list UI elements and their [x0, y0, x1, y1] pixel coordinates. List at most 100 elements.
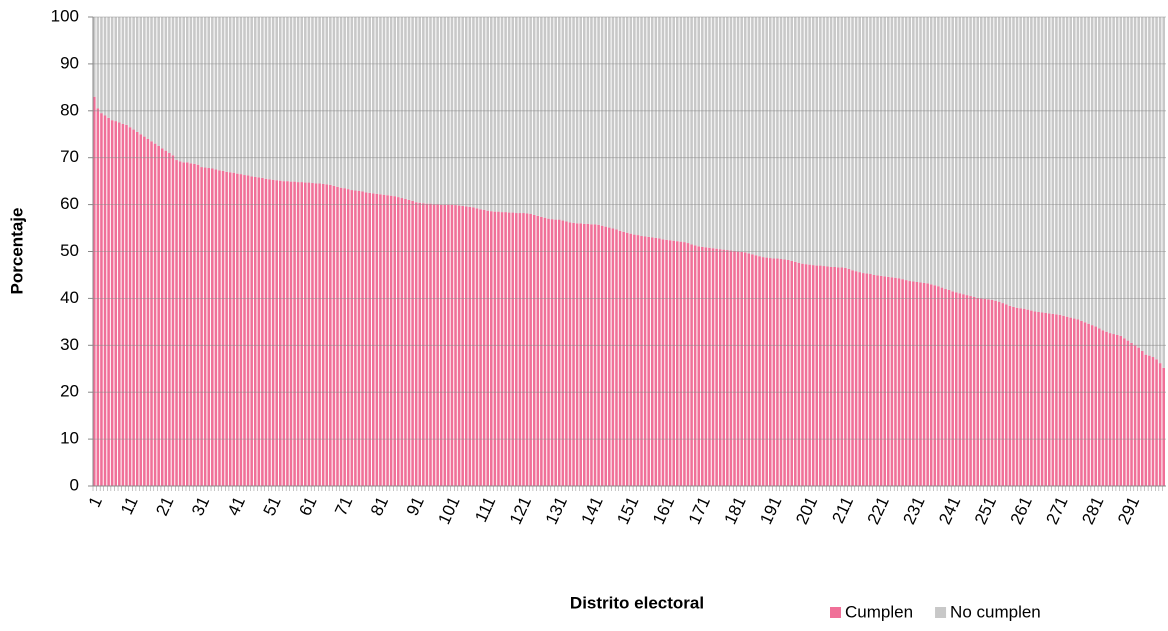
bar-segment [579, 223, 583, 487]
bar-segment [679, 241, 683, 486]
bar-segment [1005, 17, 1008, 305]
x-tick-label: 281 [1078, 494, 1107, 528]
bar-segment [389, 195, 393, 486]
bar-segment [994, 300, 997, 486]
x-tick-label: 31 [188, 494, 213, 519]
bar-segment [668, 240, 672, 486]
bar-segment [511, 17, 515, 213]
bar-segment [872, 274, 876, 486]
bar-segment [729, 250, 733, 486]
bar-segment [600, 17, 604, 226]
bar-segment [461, 17, 464, 207]
bar-segment [468, 206, 472, 486]
bar-segment [253, 176, 257, 486]
bar-segment [1065, 316, 1069, 486]
bar-segment [747, 253, 751, 486]
bar-segment [865, 273, 869, 486]
bar-segment [128, 17, 132, 128]
bar-segment [929, 284, 933, 486]
bar-segment [704, 17, 708, 248]
bar-segment [697, 246, 701, 486]
bar-segment [418, 202, 422, 486]
bar-segment [304, 17, 307, 183]
bar-segment [386, 195, 389, 486]
bar-segment [232, 172, 236, 486]
bar-segment [107, 17, 110, 118]
bar-segment [214, 17, 218, 170]
bar-segment [808, 17, 811, 265]
bar-segment [404, 17, 407, 199]
legend-swatch [935, 607, 947, 618]
bar-segment [586, 17, 590, 224]
bar-segment [525, 213, 529, 487]
x-axis-title: Distrito electoral [570, 593, 704, 612]
bar-segment [407, 17, 411, 200]
x-tick-label: 151 [613, 494, 642, 528]
bar-segment [118, 17, 121, 123]
bar-segment [1094, 17, 1098, 327]
bar-segment [608, 227, 611, 486]
bar-segment [1087, 17, 1090, 324]
bar-segment [400, 17, 404, 199]
bar-segment [554, 17, 557, 220]
bar-segment [318, 183, 321, 486]
bar-segment [697, 17, 701, 247]
bar-segment [858, 272, 861, 486]
bar-segment [203, 167, 207, 486]
x-tick-label: 271 [1042, 494, 1071, 528]
bar-segment [1001, 303, 1005, 486]
bar-segment [1130, 342, 1133, 486]
bar-segment [768, 258, 772, 486]
bar-segment [844, 17, 847, 268]
bar-segment [811, 17, 815, 266]
bar-segment [543, 217, 547, 486]
bar-segment [665, 17, 668, 240]
bar-segment [851, 17, 854, 271]
bar-segment [429, 203, 432, 487]
x-tick-label: 231 [899, 494, 928, 528]
bar-segment [1137, 347, 1140, 486]
bar-segment [389, 17, 393, 196]
bar-segment [404, 198, 407, 487]
bar-segment [933, 17, 937, 286]
bar-segment [379, 194, 382, 487]
bar-segment [690, 244, 693, 486]
bar-segment [997, 301, 1001, 486]
bar-segment [1040, 312, 1044, 486]
bar-segment [865, 17, 869, 274]
bar-segment [168, 17, 171, 154]
bar-segment [500, 212, 504, 486]
bar-segment [1030, 310, 1033, 486]
bar-segment [751, 254, 754, 486]
bar-segment [829, 17, 833, 267]
bar-segment [1022, 17, 1026, 309]
bar-segment [894, 277, 897, 486]
x-tick-label: 71 [331, 494, 356, 519]
bar-segment [743, 252, 747, 486]
bar-segment [668, 17, 672, 241]
bar-segment [397, 17, 400, 198]
bar-segment [883, 17, 887, 277]
bar-segment [883, 276, 887, 486]
bar-segment [228, 17, 232, 173]
bar-segment [794, 17, 797, 262]
bar-segment [797, 17, 801, 263]
bar-segment [1037, 312, 1040, 486]
bar-segment [318, 17, 321, 184]
bar-segment [357, 17, 361, 191]
bar-segment [1101, 17, 1105, 331]
bar-segment [221, 170, 225, 486]
y-axis-title: Porcentaje [7, 208, 26, 295]
y-tick-label: 10 [60, 429, 79, 448]
bar-segment [858, 17, 861, 273]
bar-segment [1094, 326, 1098, 486]
bar-segment [969, 17, 972, 297]
bar-segment [486, 17, 490, 211]
bar-segment [300, 182, 304, 486]
bar-segment [618, 17, 622, 231]
bar-segment [468, 17, 472, 207]
bar-segment [325, 184, 329, 487]
bar-segment [847, 268, 851, 486]
bar-segment [836, 17, 840, 268]
bar-segment [193, 17, 196, 164]
